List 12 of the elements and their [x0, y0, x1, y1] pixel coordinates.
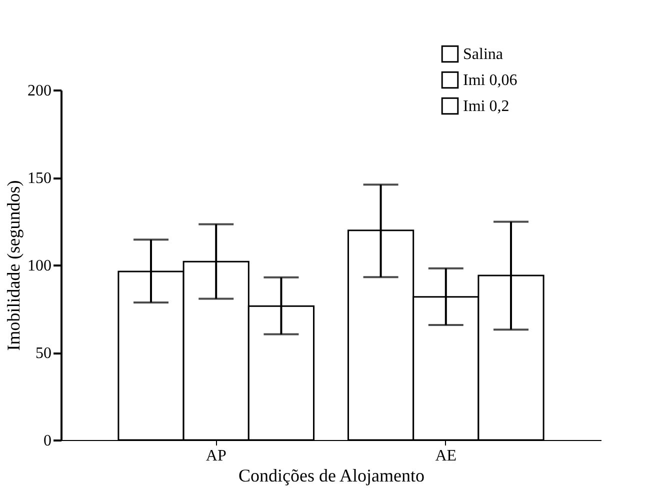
- legend-label: Imi 0,2: [463, 98, 510, 115]
- y-tick-label: 0: [44, 432, 52, 450]
- x-axis-title: Condições de Alojamento: [238, 466, 424, 486]
- x-tick-label: AE: [435, 448, 457, 464]
- y-tick-label: 150: [28, 170, 52, 187]
- y-tick-label: 50: [36, 345, 52, 362]
- y-tick-label: 200: [28, 82, 52, 100]
- legend-label: Salina: [463, 46, 503, 63]
- legend-label: Imi 0,06: [463, 72, 518, 89]
- y-tick-label: 100: [28, 258, 52, 274]
- x-tick-label: AP: [206, 448, 226, 464]
- y-axis-title: Imobilidade (segundos): [4, 180, 24, 351]
